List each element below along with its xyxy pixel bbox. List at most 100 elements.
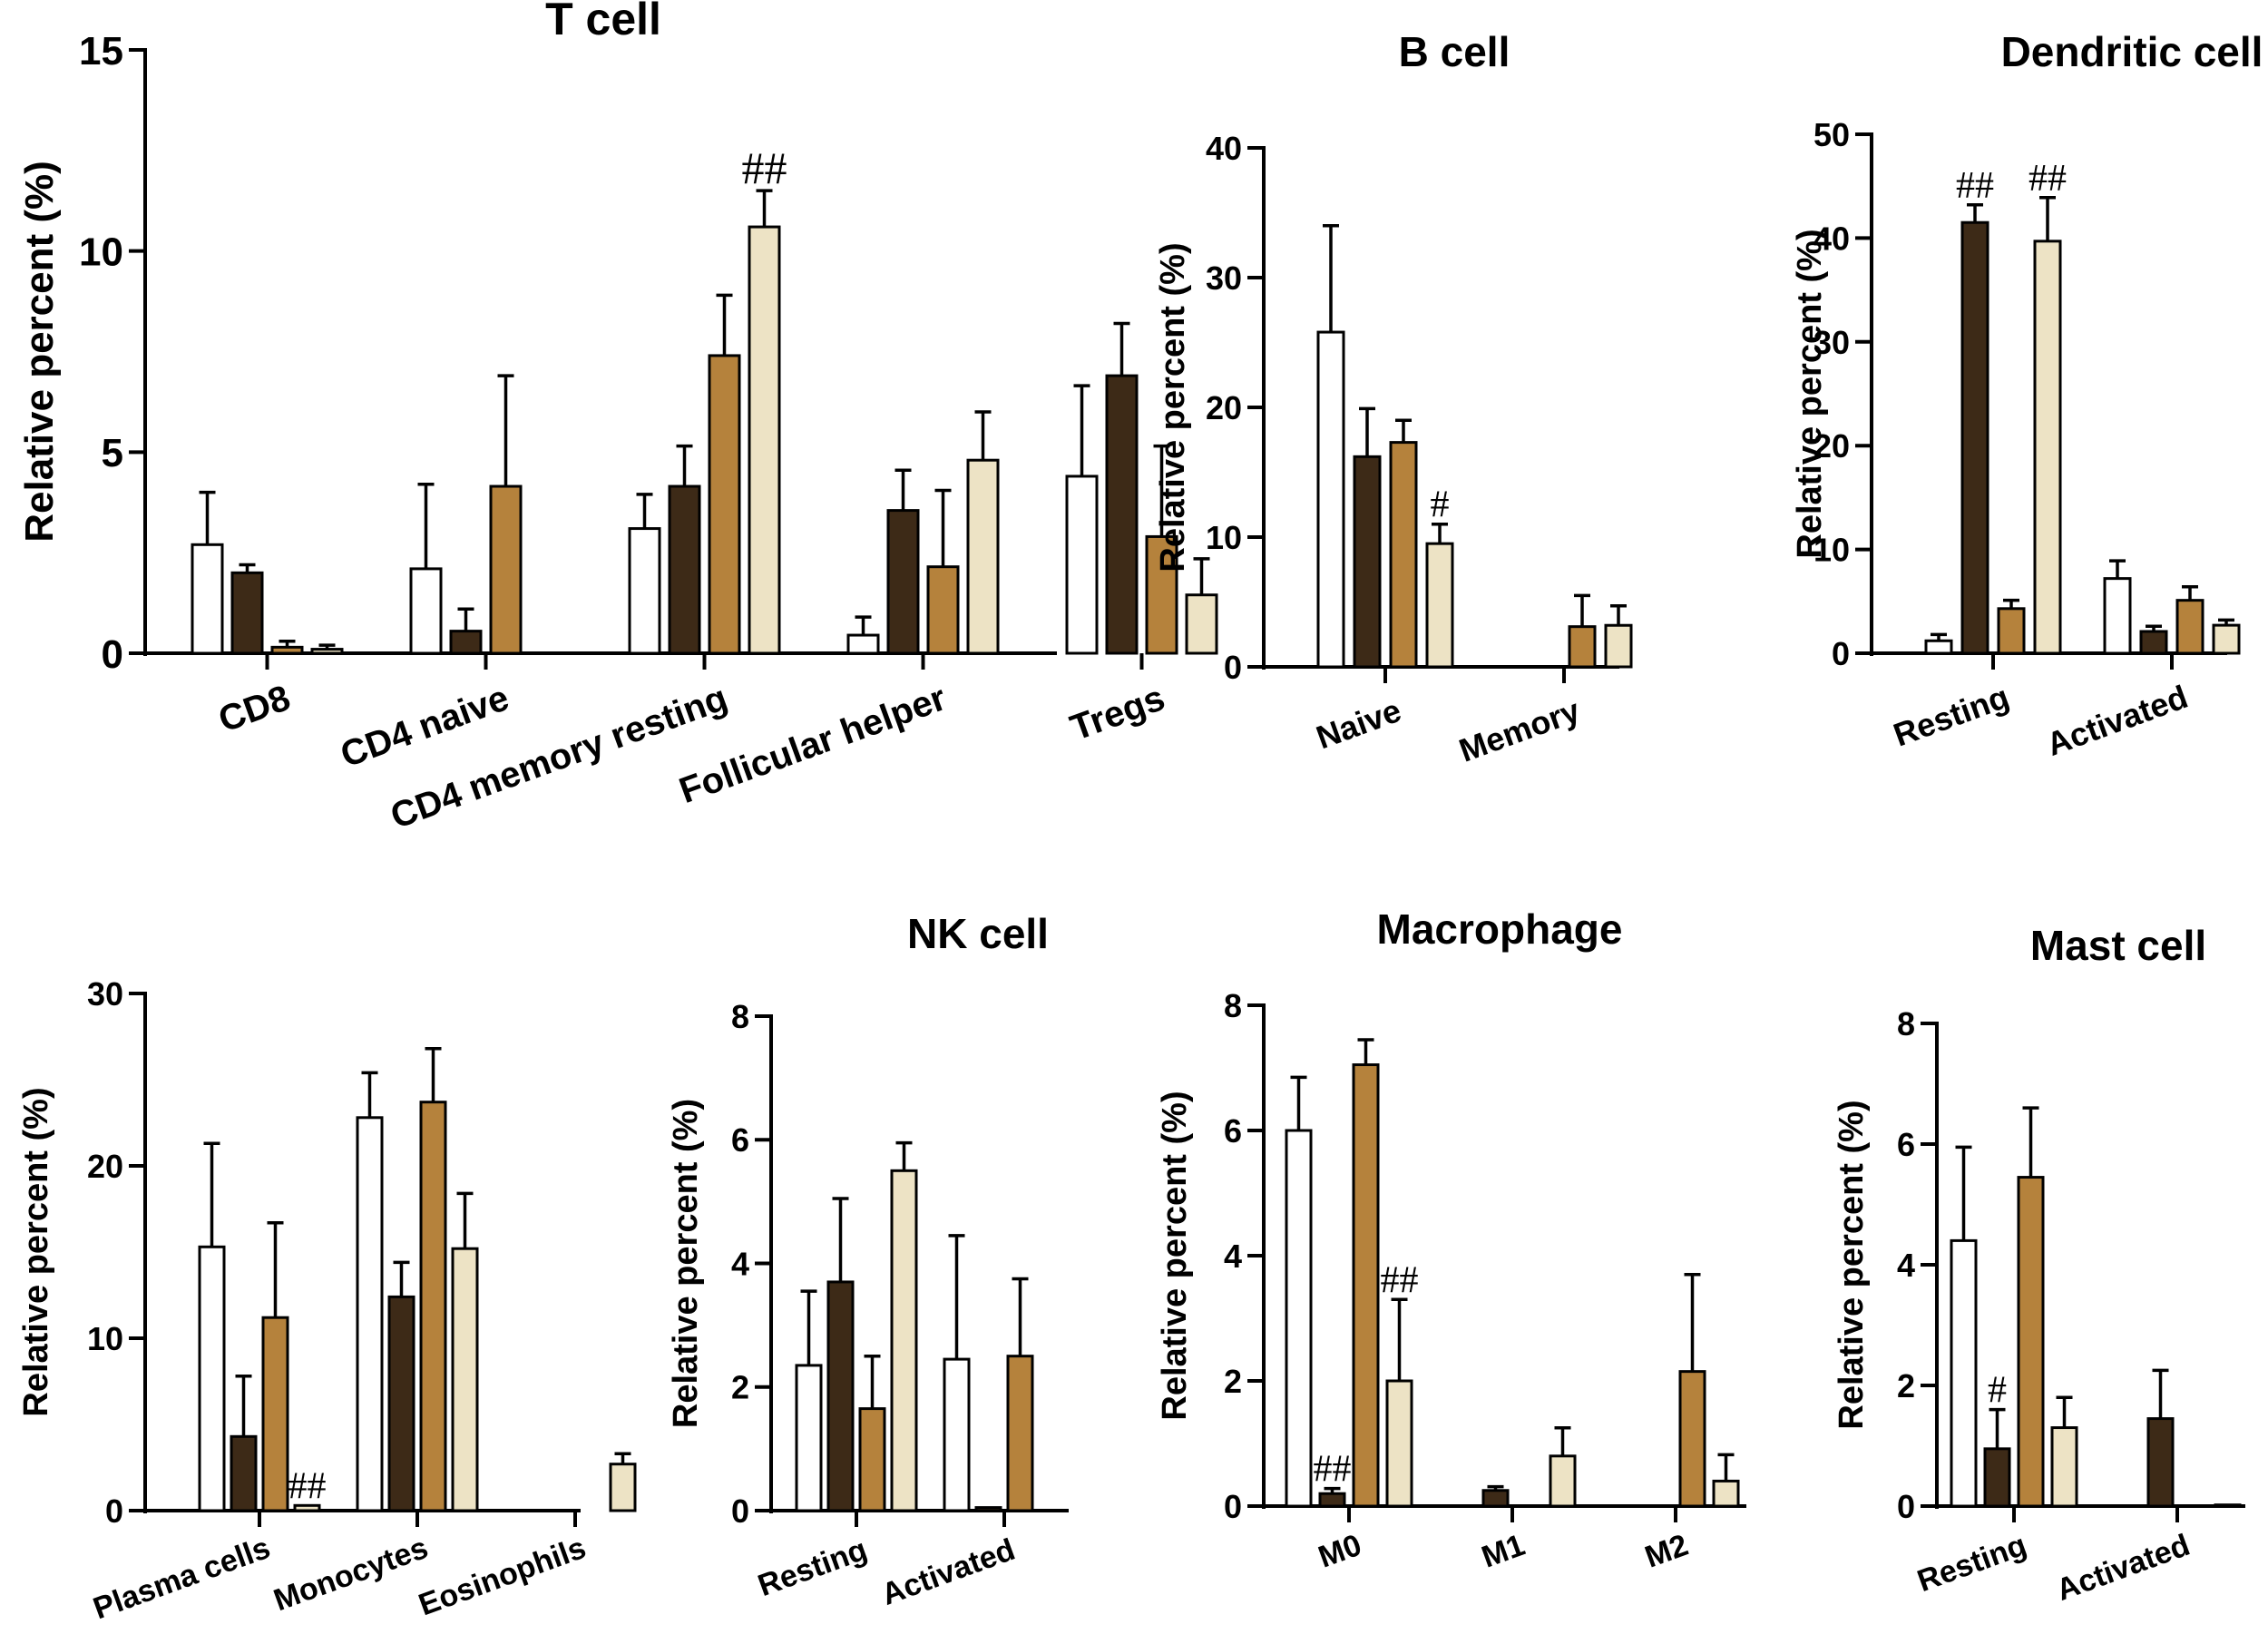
y-tick-label: 4 <box>1897 1247 1915 1284</box>
bar-series-2 <box>1389 441 1418 669</box>
y-tick-label: 0 <box>105 1492 123 1530</box>
bar-series-2 <box>1568 625 1597 669</box>
y-axis-label: Relative percent (%) <box>1154 242 1192 572</box>
y-tick-label: 20 <box>1206 389 1242 426</box>
y-tick-label: 6 <box>1224 1112 1242 1150</box>
bar-series-1 <box>668 484 701 655</box>
category-label: CD8 <box>213 678 295 740</box>
y-tick-label: 2 <box>1897 1367 1915 1404</box>
significance-mark: ## <box>288 1465 327 1507</box>
bar-series-3 <box>2212 623 2241 655</box>
chart-title: NK cell <box>907 910 1049 957</box>
y-tick-label: 0 <box>731 1492 749 1530</box>
y-tick-label: 2 <box>1224 1363 1242 1400</box>
chart-panel-2: Dendritic cell Relative percent (%) 0 10 20 3… <box>1791 28 2263 763</box>
bar-series-1 <box>826 1280 855 1512</box>
bar-series-1 <box>886 509 920 655</box>
chart-title: Mast cell <box>2030 922 2206 969</box>
y-tick-label: 0 <box>1897 1488 1915 1525</box>
significance-mark: # <box>1988 1370 2007 1412</box>
y-tick-label: 6 <box>731 1121 749 1159</box>
y-tick-label: 6 <box>1897 1126 1915 1163</box>
y-tick-label: 4 <box>1224 1238 1242 1275</box>
bar-series-0 <box>198 1245 226 1512</box>
category-label: M2 <box>1640 1528 1692 1575</box>
category-label: CD4 naive <box>336 678 514 776</box>
y-tick-label: 8 <box>1897 1005 1915 1042</box>
bar-series-3 <box>748 225 781 655</box>
bar-series-1 <box>1318 1492 1346 1508</box>
bar-series-0 <box>1924 639 1953 655</box>
bar-series-2 <box>2175 599 2204 655</box>
y-axis-label: Relative percent (%) <box>17 1087 55 1416</box>
category-label: Naive <box>1311 691 1405 756</box>
bar-series-1 <box>2139 630 2168 655</box>
bar-series-1 <box>230 1434 258 1512</box>
chart-title: Macrophage <box>1377 905 1623 953</box>
bar-series-1 <box>2146 1417 2175 1508</box>
y-tick-label: 40 <box>1813 220 1850 257</box>
bar-series-2 <box>1352 1063 1380 1508</box>
category-label: Resting <box>1913 1528 2031 1599</box>
category-label: Activated <box>2052 1528 2195 1608</box>
significance-mark: ## <box>1956 165 1994 207</box>
y-tick-label: 30 <box>1206 259 1242 297</box>
bar-series-3 <box>2050 1426 2078 1508</box>
y-tick-label: 10 <box>1206 519 1242 556</box>
bar-series-0 <box>943 1357 971 1512</box>
bar-series-3 <box>293 1503 321 1512</box>
y-tick-label: 8 <box>731 998 749 1035</box>
chart-panel-1: B cell Relative percent (%) 0 10 20 30 40 Naive… <box>1154 28 1633 769</box>
bar-series-0 <box>1950 1238 1978 1508</box>
significance-mark: ## <box>2028 158 2067 200</box>
y-axis-label: Relative percent (%) <box>1833 1100 1871 1429</box>
category-label: M1 <box>1477 1528 1529 1575</box>
bar-series-0 <box>1285 1129 1313 1508</box>
bar-series-3 <box>451 1247 479 1512</box>
bar-series-3 <box>2214 1503 2242 1508</box>
bar-series-3 <box>609 1463 637 1512</box>
bar-series-0 <box>191 543 224 655</box>
bar-series-1 <box>449 630 483 655</box>
y-tick-label: 0 <box>1224 1488 1242 1525</box>
bar-series-1 <box>1983 1447 2011 1508</box>
y-axis-label: Relative percent (%) <box>1791 229 1829 558</box>
bar-series-3 <box>1185 593 1218 655</box>
bar-series-0 <box>2103 577 2132 655</box>
chart-title: T cell <box>545 0 661 44</box>
bar-series-2 <box>858 1407 886 1512</box>
category-label: Monocytes <box>269 1531 433 1618</box>
bar-series-0 <box>356 1116 384 1512</box>
category-label: Activated <box>877 1532 1020 1612</box>
bar-series-2 <box>419 1101 447 1512</box>
significance-mark: ## <box>742 142 787 193</box>
bar-series-0 <box>409 567 443 655</box>
y-tick-label: 20 <box>1813 427 1850 465</box>
y-axis-label: Relative percent (%) <box>667 1099 705 1428</box>
bar-series-3 <box>1385 1379 1413 1508</box>
chart-panel-6: Mast cell Relative percent (%) 0 2 4 6 8 Restin… <box>1833 922 2245 1608</box>
y-tick-label: 8 <box>1224 987 1242 1024</box>
y-tick-label: 30 <box>87 975 123 1013</box>
bar-series-3 <box>890 1169 918 1512</box>
bar-series-1 <box>1353 455 1382 669</box>
y-tick-label: 0 <box>1832 635 1850 672</box>
bar-series-0 <box>1065 475 1099 655</box>
category-label: Plasma cells <box>89 1531 275 1627</box>
y-tick-label: 10 <box>87 1320 123 1357</box>
bar-series-1 <box>974 1506 1002 1512</box>
bar-series-1 <box>1481 1489 1510 1508</box>
bar-series-3 <box>1425 542 1454 669</box>
bar-series-3 <box>1712 1479 1740 1508</box>
bar-series-0 <box>846 633 880 655</box>
bar-series-2 <box>1006 1355 1034 1512</box>
bar-series-2 <box>1997 607 2026 655</box>
y-axis-label: Relative percent (%) <box>17 161 62 543</box>
y-tick-label: 5 <box>102 431 123 475</box>
bar-series-2 <box>708 354 741 655</box>
y-tick-label: 50 <box>1813 116 1850 153</box>
bar-series-2 <box>489 484 523 655</box>
category-label: M0 <box>1314 1528 1365 1575</box>
bar-series-2 <box>2017 1176 2045 1508</box>
y-tick-label: 4 <box>731 1245 749 1282</box>
